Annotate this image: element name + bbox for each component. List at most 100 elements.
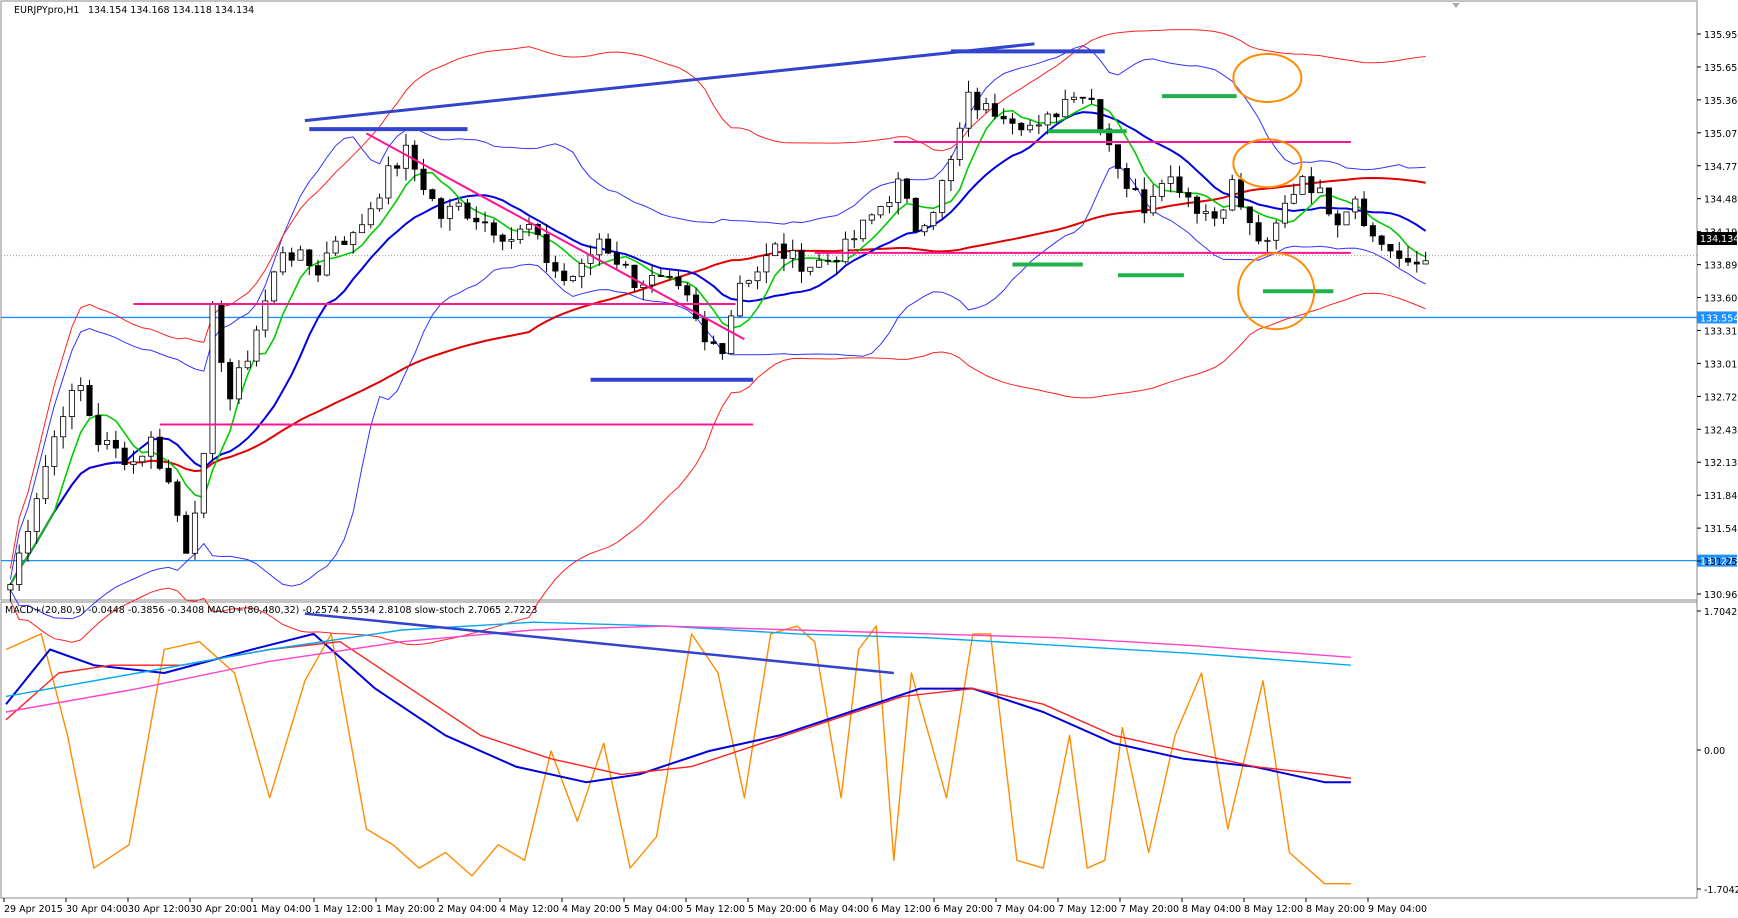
candle-body [367,208,374,226]
x-tick-label: 8 May 12:00 [1244,904,1303,915]
arrow-icon [1452,3,1460,8]
y-tick-label: 133.890 [1704,261,1738,272]
indicator-plot-frame [0,601,1698,899]
candle-body [411,144,418,170]
candle-body [578,262,585,277]
x-tick-label: 30 Apr 04:00 [66,904,128,915]
candle-body [728,315,735,355]
candle-body [701,318,708,343]
candle-body [350,232,357,245]
candle-body [508,239,515,242]
orange-circle[interactable] [1237,252,1316,331]
candle-body [983,103,990,111]
price-level-label: 131.273 [1700,557,1738,568]
candle-body [332,240,339,254]
candle-body [877,206,884,216]
candle-body [1070,96,1078,100]
candle-body [1325,187,1332,215]
indicator-y-tick-label: 1.7042 [1704,607,1737,618]
candle-body [622,263,629,266]
candle-body [517,228,524,240]
blue-trendline[interactable] [304,42,1035,123]
candle-body [1141,189,1148,214]
x-tick-label: 6 May 12:00 [872,904,931,915]
candle-body [868,214,875,221]
candle-body [174,481,181,516]
candle-body [156,436,163,469]
candle-body [605,238,612,254]
candle-body [86,385,93,416]
candle-body [1246,206,1253,224]
candle-body [1167,176,1174,184]
candle-body [341,240,348,245]
ohlc-header: 134.154 134.168 134.118 134.134 [88,5,254,16]
candle-body [33,498,40,532]
moving-average-mid [9,111,1427,586]
candle-body [1079,96,1086,99]
bollinger-upper-inner [9,45,1426,580]
candle-body [807,266,814,272]
candle-body [789,250,796,259]
x-tick-label: 6 May 20:00 [934,904,993,915]
indicator-series-line [5,632,1351,784]
orange-circle[interactable] [1232,52,1303,103]
pink-trendline[interactable] [365,132,745,341]
y-tick-label: 132.135 [1704,458,1738,469]
y-tick-label: 134.775 [1704,162,1738,173]
candle-body [816,259,823,268]
candle-body [244,360,251,369]
y-tick-label: 133.015 [1704,359,1738,370]
candle-body [183,514,190,554]
candle-body [596,238,603,256]
candle-body [1343,211,1350,226]
candle-body [719,343,726,355]
candle-body [912,197,919,233]
candle-body [253,329,260,362]
candle-body [1185,192,1192,198]
candle-body [1220,209,1227,219]
candle-body [385,165,392,199]
candle-body [1290,193,1297,204]
candle-body [1053,113,1060,118]
candle-body [851,238,858,241]
candle-body [780,243,787,259]
candle-body [833,259,840,263]
candle-body [675,276,682,287]
bollinger-lower-inner [9,164,1426,620]
candle-body [51,436,58,467]
candle-body [772,243,779,257]
candle-body [552,262,559,272]
x-tick-label: 5 May 20:00 [748,904,807,915]
candle-body [860,219,867,240]
candle-body [965,91,972,129]
candle-body [657,275,664,277]
candle-body [121,447,128,465]
candle-body [1009,118,1016,124]
candle-body [921,225,928,233]
candle-body [903,178,911,199]
candle-body [1281,202,1289,224]
orange-circle[interactable] [1232,138,1303,189]
y-tick-label: 133.310 [1704,326,1738,337]
indicator-trendline[interactable] [304,612,894,675]
y-tick-label: 135.655 [1704,63,1738,74]
candle-body [1413,261,1420,265]
candle-body [429,189,436,200]
candle-body [1361,198,1368,227]
x-tick-label: 1 May 20:00 [376,904,435,915]
candle-body [147,436,155,457]
candle-body [763,255,770,273]
candle-body [1158,183,1165,197]
candle-body [499,234,506,242]
candle-body [1106,128,1113,146]
candle-body [464,202,471,219]
candle-body [77,385,84,391]
x-tick-label: 30 Apr 12:00 [128,904,190,915]
x-tick-label: 1 May 04:00 [252,904,311,915]
x-tick-label: 1 May 12:00 [314,904,373,915]
y-tick-label: 135.950 [1704,30,1738,41]
candle-body [42,466,49,500]
candle-body [684,285,691,296]
candle-body [104,440,111,446]
